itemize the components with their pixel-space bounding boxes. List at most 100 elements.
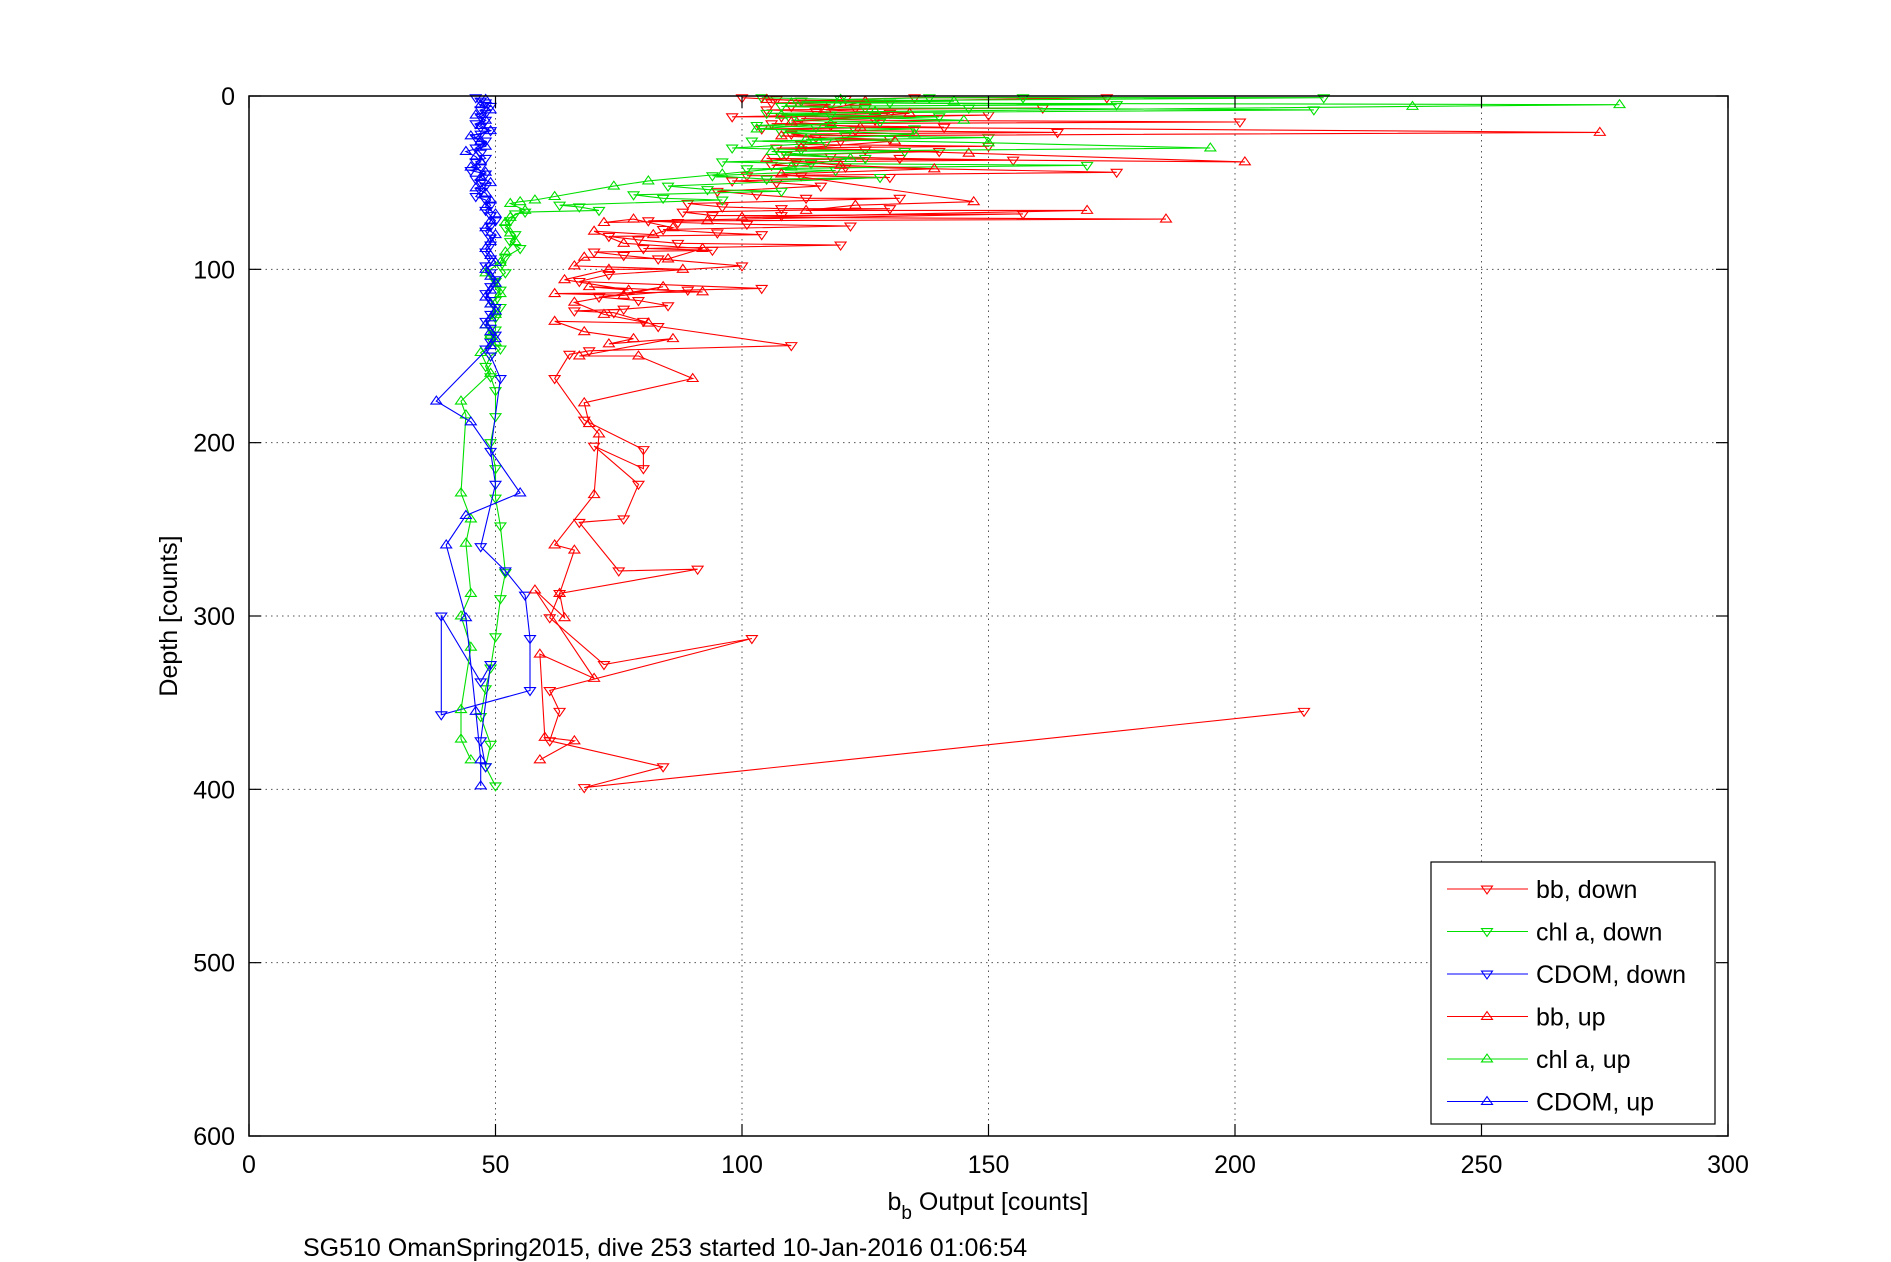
data-point [474, 98, 488, 109]
data-point [479, 166, 493, 176]
series-cdom-up [429, 93, 527, 790]
data-point [474, 155, 488, 166]
data-point [488, 277, 503, 287]
data-point [725, 177, 739, 187]
data-point [834, 159, 848, 169]
data-point [631, 480, 646, 491]
data-point [799, 194, 813, 205]
data-point [464, 129, 478, 140]
data-point [612, 567, 626, 577]
legend-marker [1480, 1095, 1494, 1106]
data-point [922, 94, 936, 104]
data-point [888, 135, 902, 145]
data-point [631, 236, 646, 246]
data-point [617, 305, 631, 316]
data-point [488, 782, 503, 792]
series-chl-a-up [454, 93, 1627, 764]
data-point [1080, 161, 1094, 172]
data-point [696, 242, 710, 253]
data-point [760, 175, 774, 186]
y-tick-label: 400 [193, 776, 235, 804]
data-point [503, 211, 517, 221]
data-point [454, 487, 468, 497]
data-point [1405, 100, 1420, 110]
data-point [656, 763, 670, 773]
data-point [474, 135, 488, 145]
data-point [735, 211, 749, 221]
data-point [484, 367, 498, 377]
data-point [488, 228, 503, 239]
data-point [484, 283, 498, 293]
figure-caption: SG510 OmanSpring2015, dive 253 started 1… [303, 1234, 1027, 1262]
data-point [557, 273, 572, 284]
data-point [646, 228, 660, 239]
data-point [474, 753, 488, 764]
data-point [548, 539, 562, 549]
data-point [696, 285, 710, 296]
data-point [523, 687, 537, 697]
data-point [760, 93, 774, 103]
data-point [434, 612, 448, 622]
data-point [962, 104, 976, 115]
data-point [548, 190, 562, 201]
data-point [710, 229, 724, 239]
data-point [622, 284, 636, 294]
data-point [607, 309, 621, 319]
data-point [484, 194, 498, 204]
legend-box [1430, 861, 1716, 1125]
data-point [587, 248, 601, 258]
data-point [750, 121, 764, 132]
data-point [883, 205, 897, 215]
y-tick-label: 200 [193, 430, 235, 458]
data-point [755, 284, 769, 295]
data-point [503, 238, 517, 248]
data-point [513, 245, 527, 255]
series-line [480, 97, 1324, 787]
data-point [587, 672, 601, 682]
data-point [587, 225, 601, 235]
data-point [602, 271, 616, 281]
data-point [484, 222, 498, 232]
data-point [488, 256, 503, 266]
data-point [484, 234, 498, 245]
x-axis-label-main: b [888, 1188, 902, 1216]
data-point [479, 182, 493, 193]
x-tick-label: 100 [721, 1151, 763, 1179]
data-point [853, 121, 867, 131]
y-tick-label: 0 [221, 83, 235, 111]
x-axis-label-rest: Output [counts] [912, 1188, 1089, 1216]
data-point [543, 687, 557, 697]
data-point [843, 222, 858, 232]
data-point [577, 325, 591, 336]
data-point [543, 614, 557, 624]
data-point [843, 152, 858, 162]
data-point [582, 280, 596, 291]
data-point [533, 648, 547, 658]
data-point [479, 221, 493, 232]
data-point [479, 290, 493, 300]
data-point [553, 707, 567, 718]
data-point [927, 162, 941, 173]
x-tick-label: 250 [1461, 1151, 1503, 1179]
data-point [705, 246, 719, 257]
data-point [755, 231, 769, 241]
data-point [671, 239, 685, 250]
data-point [479, 242, 493, 253]
data-point [932, 113, 946, 123]
data-point [1110, 101, 1124, 111]
data-point [636, 446, 650, 456]
data-point [513, 195, 527, 206]
legend-label: CDOM, up [1536, 1089, 1654, 1117]
data-point [557, 611, 572, 622]
data-point [705, 212, 719, 222]
data-point [434, 711, 448, 721]
data-point [1612, 98, 1627, 109]
data-point [893, 194, 907, 205]
data-point [676, 208, 690, 219]
data-point [597, 661, 611, 671]
data-point [799, 204, 813, 214]
data-point [745, 635, 759, 645]
data-point [548, 315, 562, 325]
data-point [479, 763, 493, 773]
